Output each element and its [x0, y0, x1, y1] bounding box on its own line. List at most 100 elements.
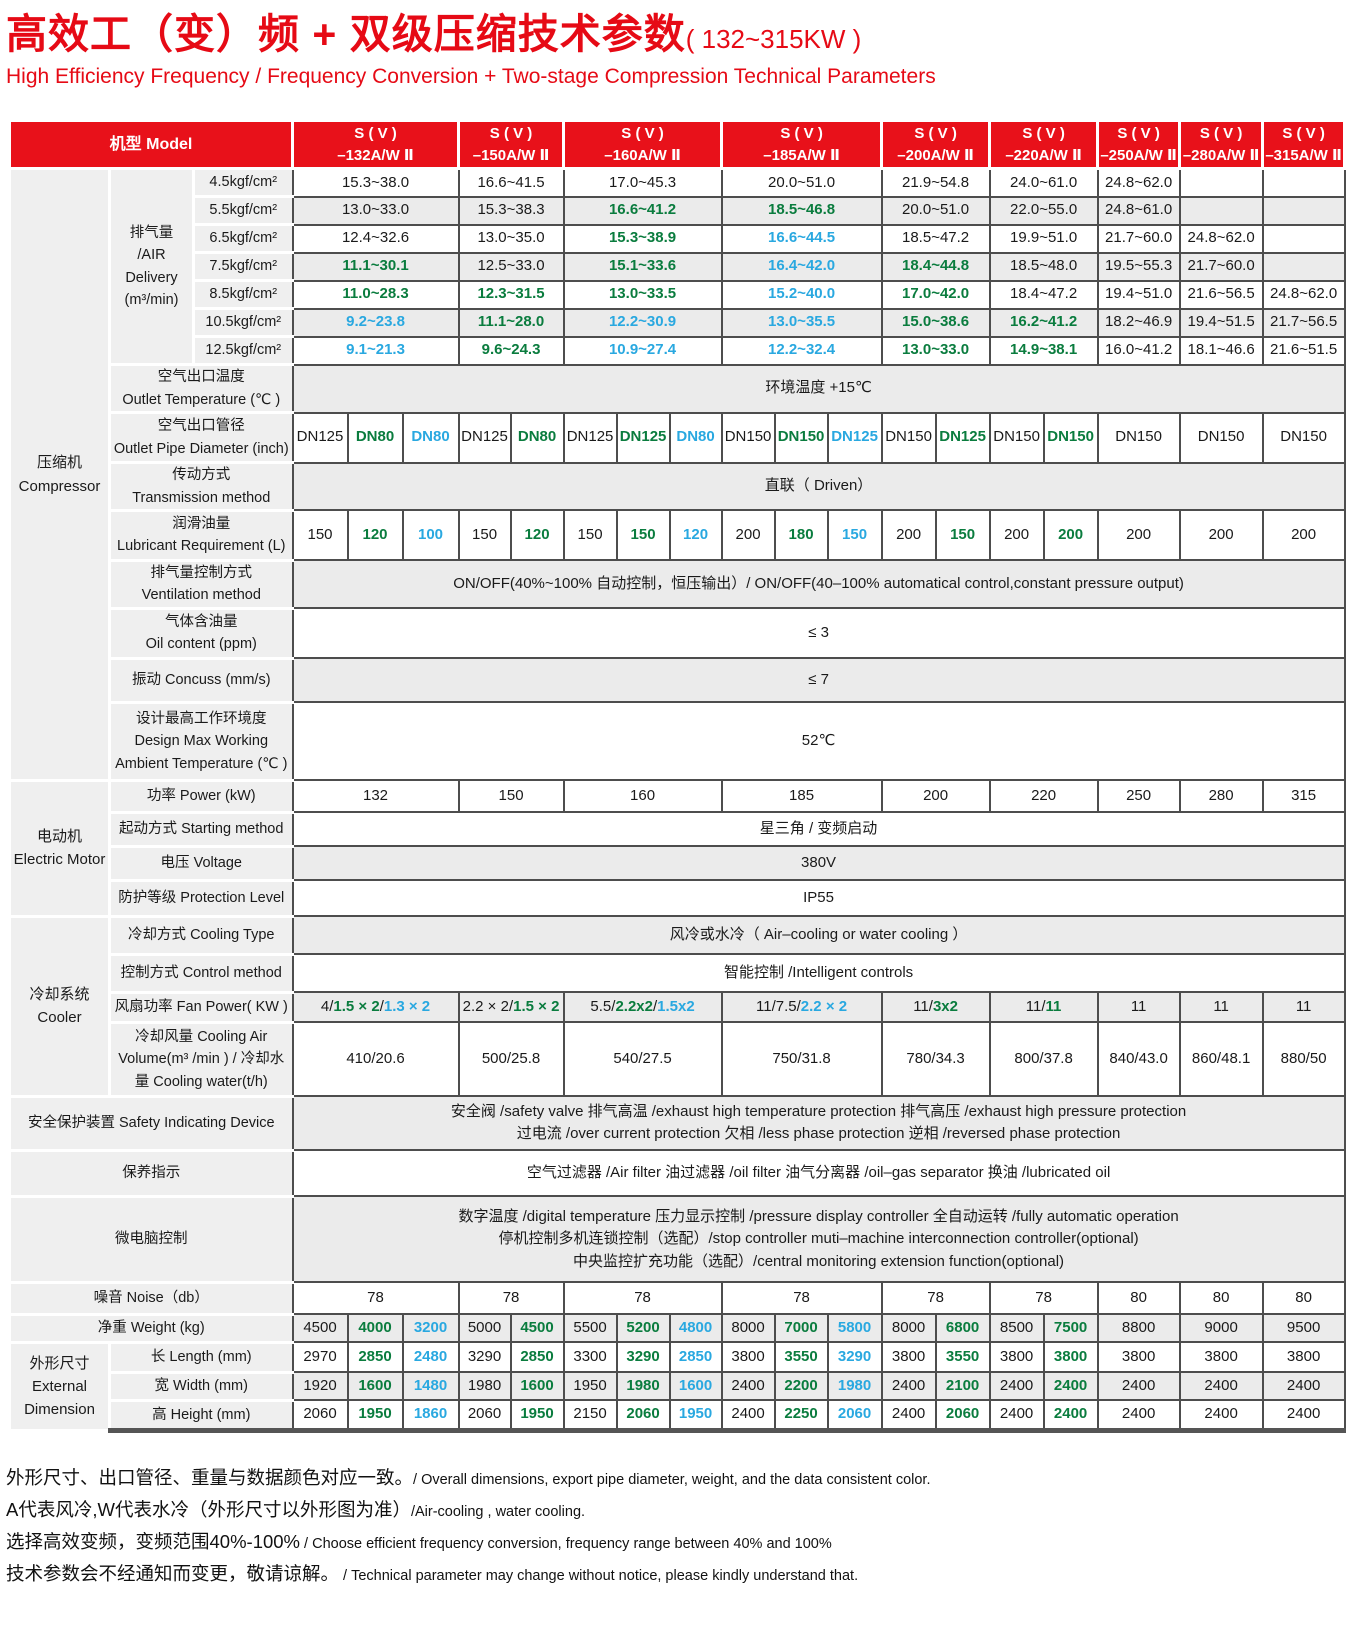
- label-weight: 净重 Weight (kg): [7, 1312, 294, 1344]
- value-air-delivery: 24.8~62.0: [1178, 223, 1264, 254]
- value-oil_content: ≤ 3: [291, 607, 1346, 660]
- value-fan_power: 2.2 × 2/1.5 × 2: [457, 991, 565, 1024]
- value-height: 2060: [934, 1399, 991, 1433]
- value-protection: IP55: [291, 879, 1346, 918]
- value-air-delivery: 16.6~44.5: [720, 223, 883, 254]
- value-concuss: ≤ 7: [291, 657, 1346, 704]
- text-line: –185A/W Ⅱ: [763, 146, 840, 164]
- row-height: 高 Height (mm) 2060 1950 1860 2060 1950 2150 206…: [10, 1398, 1346, 1433]
- label-noise: 噪音 Noise（db）: [7, 1280, 294, 1316]
- row-weight: 净重 Weight (kg) 4500 4000 3200 5000 4500 5500 52…: [7, 1312, 1346, 1344]
- value-pipe: DN125: [562, 411, 618, 464]
- value-segment: /: [652, 998, 658, 1016]
- text-line: 高 Height (mm): [152, 1406, 251, 1423]
- text-line: 功率 Power (kW): [146, 788, 256, 805]
- footer-note-zh: A代表风冷,W代表水冷（外形尺寸以外形图为准）: [6, 1498, 411, 1520]
- value-lubricant: 200: [880, 509, 937, 562]
- value-segment: 3x2: [932, 998, 958, 1016]
- value-pipe: DN150: [1042, 411, 1099, 464]
- text-line: 排气量控制方式: [150, 565, 253, 581]
- row-protection: 防护等级 Protection Level IP55: [10, 878, 1346, 918]
- value-weight: 6800: [934, 1313, 991, 1344]
- value-air-delivery: 12.3~31.5: [457, 279, 565, 310]
- value-width: 2400: [1261, 1371, 1346, 1402]
- value-pipe: DN150: [988, 411, 1045, 464]
- value-height: 2060: [457, 1399, 512, 1433]
- value-air-delivery: 18.5~47.2: [880, 223, 991, 254]
- value-weight: 9500: [1261, 1313, 1346, 1344]
- value-height: 1950: [346, 1399, 404, 1433]
- value-air-delivery: 24.0~61.0: [988, 167, 1099, 198]
- text-line: 外形尺寸: [29, 1354, 90, 1372]
- value-fan_power: 11: [1178, 991, 1264, 1024]
- value-segment: 11/: [913, 998, 933, 1016]
- value-width: 1920: [291, 1371, 349, 1402]
- label-air-delivery: 排气量/AIR Delivery (m³/min): [108, 167, 195, 367]
- value-air-delivery: 18.5~48.0: [988, 251, 1099, 282]
- value-segment: 1.5x2: [657, 998, 695, 1016]
- value-segment: 11: [1213, 998, 1229, 1016]
- value-pipe: DN80: [668, 411, 723, 464]
- text-line: 风扇功率 Fan Power( KW ): [114, 999, 288, 1016]
- value-air-delivery: 21.9~54.8: [880, 167, 991, 198]
- text-line: –315A/W Ⅱ: [1265, 146, 1342, 164]
- text-line: Electric Motor: [13, 851, 106, 869]
- text-line: Transmission method: [132, 489, 271, 506]
- text-line: Design Max Working: [134, 733, 269, 750]
- value-air-delivery: 18.2~46.9: [1096, 307, 1181, 338]
- value-length: 3300: [562, 1341, 618, 1374]
- page-title: 高效工（变）频 + 双级压缩技术参数( 132~315KW ): [6, 11, 1348, 57]
- value-air-delivery: 15.1~33.6: [562, 251, 723, 282]
- label-pipe: 空气出口管径 Outlet Pipe Diameter (inch): [107, 411, 294, 465]
- value-weight: 7000: [773, 1313, 829, 1344]
- text-line: External: [31, 1377, 88, 1395]
- value-width: 1600: [668, 1371, 723, 1402]
- value-fan_power: 11/3x2: [880, 991, 991, 1024]
- value-cooling_air: 840/43.0: [1096, 1021, 1181, 1098]
- text-line: S ( V ): [621, 124, 664, 142]
- row-cooling_air: 冷却风量 Cooling Air Volume(m³ /min ) / 冷却水量 …: [10, 1020, 1346, 1098]
- footer-note-en: / Overall dimensions, export pipe diamet…: [413, 1471, 931, 1488]
- value-cooling_air: 540/27.5: [562, 1021, 723, 1098]
- label-length: 长 Length (mm): [107, 1340, 294, 1374]
- model-header-150AW: S ( V ) –150A/W Ⅱ: [457, 119, 566, 171]
- value-power: 220: [988, 779, 1099, 814]
- value-air-delivery: 16.0~41.2: [1096, 335, 1181, 366]
- value-fan_power: 11: [1261, 991, 1346, 1024]
- value-lubricant: 200: [1042, 509, 1099, 562]
- text-line: 传动方式: [172, 467, 231, 484]
- value-segment: 2.2x2: [615, 998, 653, 1016]
- value-length: 3800: [1096, 1341, 1181, 1374]
- label-safety: 安全保护装置 Safety Indicating Device: [7, 1094, 294, 1152]
- row-air-delivery-12.5kgf/cm²: 12.5kgf/cm² 9.1~21.3 9.6~24.3 10.9~27.4 12.2…: [10, 335, 1346, 367]
- value-segment: 11/7.5/: [756, 998, 801, 1016]
- value-segment: 2.2 × 2: [800, 998, 848, 1016]
- label-design_max: 设计最高工作环境度 Design Max Working Ambient Tempe…: [107, 700, 294, 782]
- text-line: 噪音 Noise（db）: [93, 1290, 209, 1307]
- value-power: 315: [1261, 779, 1346, 814]
- value-air-delivery: 20.0~51.0: [880, 195, 991, 226]
- value-length: 3800: [880, 1341, 937, 1374]
- value-air-delivery: 9.2~23.8: [291, 307, 460, 338]
- footer-note-en: / Technical parameter may change without…: [339, 1567, 859, 1584]
- value-noise: 80: [1096, 1281, 1181, 1316]
- value-weight: 5500: [562, 1313, 618, 1344]
- text-line: 冷却方式 Cooling Type: [128, 927, 275, 944]
- text-line: 控制方式 Control method: [120, 965, 282, 982]
- value-maintenance: 空气过滤器 /Air filter 油过滤器 /oil filter 油气分离器…: [291, 1149, 1346, 1198]
- value-pipe: DN150: [1178, 411, 1264, 464]
- value-length: 2850: [346, 1341, 404, 1374]
- value-air-delivery: 21.6~51.5: [1261, 335, 1346, 366]
- value-power: 185: [720, 779, 883, 814]
- value-air-delivery: 19.4~51.5: [1178, 307, 1264, 338]
- value-width: 2200: [773, 1371, 829, 1402]
- category-compressor: 压缩机 Compressor: [8, 167, 111, 782]
- value-noise: 80: [1261, 1281, 1346, 1316]
- value-air-delivery: 19.4~51.0: [1096, 279, 1181, 310]
- text-line: –280A/W Ⅱ: [1182, 146, 1260, 164]
- value-length: 3800: [1261, 1341, 1346, 1374]
- text-line: –200A/W Ⅱ: [897, 146, 974, 164]
- value-cooling_type: 风冷或水冷（ Air–cooling or water cooling ）: [291, 915, 1346, 956]
- text-line: 中央监控扩充功能（选配）/central monitoring extensio…: [573, 1252, 1065, 1270]
- value-weight: 4500: [509, 1313, 565, 1344]
